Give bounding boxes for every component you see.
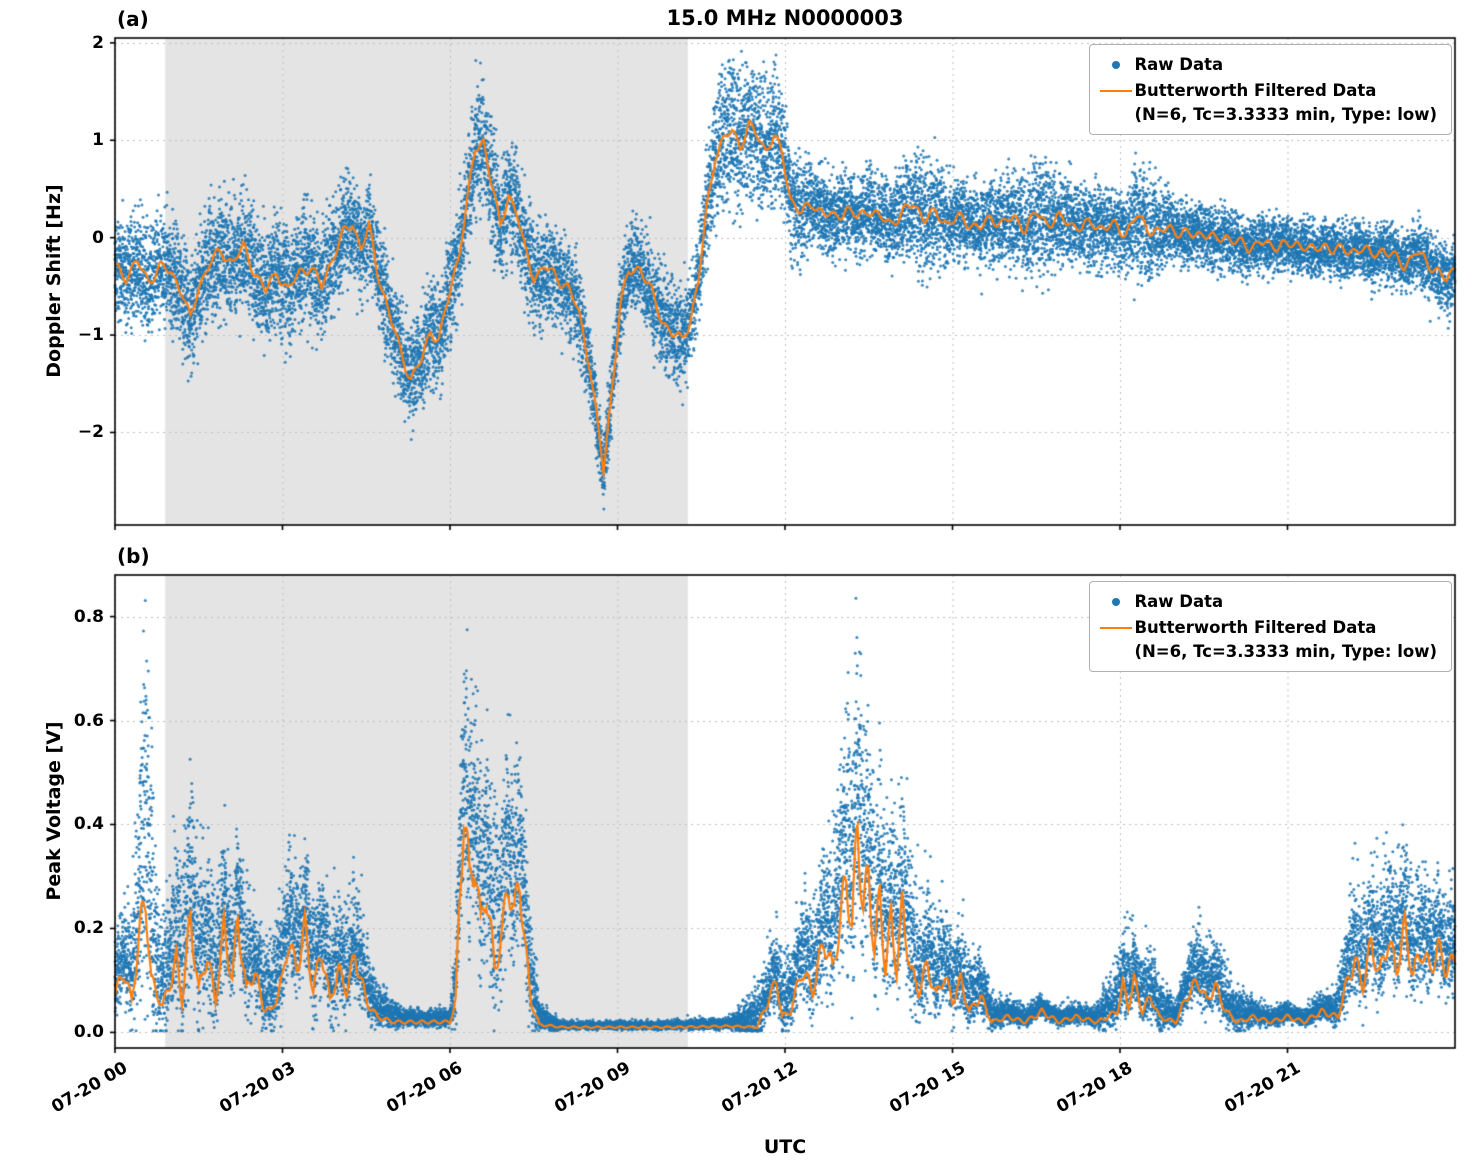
legend-raw-label: Raw Data: [1134, 55, 1224, 74]
legend-filtered-sublabel: (N=6, Tc=3.3333 min, Type: low): [1134, 641, 1437, 661]
legend-filtered-entry: Butterworth Filtered Data (N=6, Tc=3.333…: [1098, 79, 1437, 126]
legend-raw-entry: Raw Data: [1098, 590, 1437, 613]
legend-filtered-entry: Butterworth Filtered Data (N=6, Tc=3.333…: [1098, 616, 1437, 663]
panel-a-label: (a): [117, 7, 149, 31]
panel-b-label: (b): [117, 544, 150, 568]
x-axis-label: UTC: [763, 1136, 807, 1158]
filtered-line-icon: [1100, 627, 1133, 630]
panel-b-ylabel: Peak Voltage [V]: [43, 721, 65, 901]
legend-raw-marker-wrap: [1098, 590, 1134, 606]
legend-filtered-marker-wrap: [1098, 616, 1134, 630]
panel-b-legend: Raw Data Butterworth Filtered Data (N=6,…: [1089, 581, 1452, 673]
legend-filtered-labels: Butterworth Filtered Data (N=6, Tc=3.333…: [1134, 79, 1437, 126]
y-tick-label: 0.2: [73, 918, 104, 939]
y-tick-label: −1: [77, 325, 104, 346]
filtered-line-icon: [1100, 90, 1133, 93]
raw-data-dot-icon: [1112, 598, 1121, 606]
y-tick-label: −2: [77, 422, 104, 443]
legend-raw-label: Raw Data: [1134, 592, 1224, 611]
raw-data-dot-icon: [1112, 61, 1121, 69]
y-tick-label: 0.4: [73, 814, 104, 835]
y-tick-label: 0: [92, 227, 104, 248]
legend-filtered-label: Butterworth Filtered Data: [1134, 618, 1377, 638]
legend-filtered-sublabel: (N=6, Tc=3.3333 min, Type: low): [1134, 104, 1437, 124]
legend-filtered-labels: Butterworth Filtered Data (N=6, Tc=3.333…: [1134, 616, 1437, 663]
legend-filtered-label: Butterworth Filtered Data: [1134, 81, 1377, 101]
y-tick-label: 1: [92, 130, 104, 151]
y-tick-label: 2: [92, 32, 104, 53]
y-tick-label: 0.8: [73, 606, 104, 627]
panel-a-legend: Raw Data Butterworth Filtered Data (N=6,…: [1089, 44, 1452, 136]
y-tick-label: 0.6: [73, 710, 104, 731]
legend-raw-marker-wrap: [1098, 53, 1134, 69]
y-tick-label: 0.0: [73, 1022, 104, 1043]
panel-a-ylabel: Doppler Shift [Hz]: [43, 184, 65, 378]
chart-title: 15.0 MHz N0000003: [666, 6, 904, 30]
legend-filtered-marker-wrap: [1098, 79, 1134, 93]
legend-raw-entry: Raw Data: [1098, 53, 1437, 76]
